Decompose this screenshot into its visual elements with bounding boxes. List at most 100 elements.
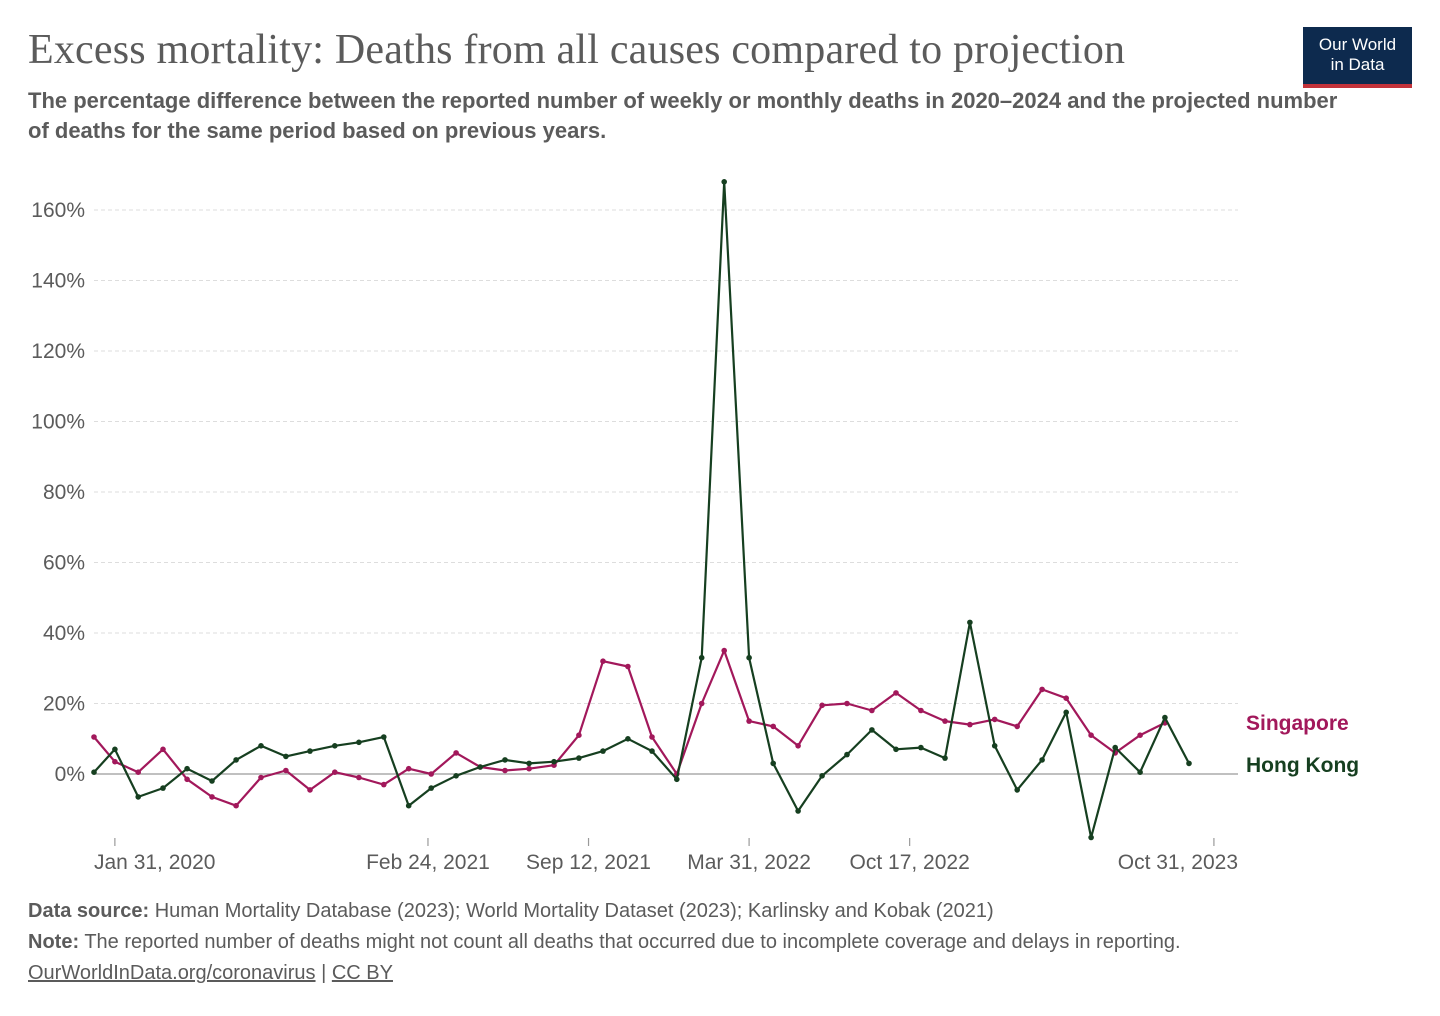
- singapore-point: [893, 690, 899, 696]
- hong-kong-point: [91, 769, 97, 775]
- hong-kong-point: [967, 619, 973, 626]
- x-tick-label: Oct 31, 2023: [1118, 851, 1238, 874]
- hong-kong-point: [428, 785, 435, 791]
- singapore-point: [698, 700, 705, 707]
- hong-kong-point: [649, 748, 655, 754]
- hong-kong-point: [453, 773, 459, 779]
- singapore-point: [428, 771, 435, 777]
- hong-kong-point: [332, 743, 338, 749]
- hong-kong-point: [135, 794, 141, 800]
- singapore-point: [918, 707, 924, 714]
- y-tick-label: 100%: [31, 411, 85, 434]
- chart-subtitle: The percentage difference between the re…: [28, 88, 1338, 143]
- note-label: Note:: [28, 931, 80, 953]
- hong-kong-point: [1137, 769, 1143, 775]
- hong-kong-point: [381, 734, 387, 740]
- line-chart: 0% 20% 40% 60% 80% 100% 120% 140% 160% Jan 31, 2…: [31, 179, 1359, 874]
- hong-kong-point: [1088, 834, 1094, 841]
- hong-kong-point: [526, 760, 532, 767]
- singapore-point: [135, 769, 141, 775]
- singapore-point: [283, 767, 289, 774]
- singapore-point: [405, 765, 412, 772]
- y-tick-label: 160%: [31, 199, 85, 222]
- singapore-line: [93, 649, 1166, 807]
- y-tick-label: 40%: [43, 622, 85, 645]
- hong-kong-point: [721, 179, 727, 185]
- hong-kong-point: [477, 764, 484, 770]
- hong-kong-point: [283, 753, 289, 760]
- hong-kong-point: [184, 765, 190, 772]
- hong-kong-point: [674, 776, 680, 783]
- owid-logo[interactable]: Our World in Data: [1303, 27, 1412, 88]
- hong-kong-point: [625, 736, 631, 742]
- y-tick-label: 20%: [43, 693, 85, 716]
- x-tick-label: Sep 12, 2021: [526, 851, 651, 874]
- singapore-point: [746, 718, 752, 724]
- license-link[interactable]: CC BY: [331, 962, 393, 984]
- singapore-label: Singapore: [1246, 712, 1349, 735]
- singapore-point: [1088, 732, 1094, 738]
- hong-kong-point: [258, 743, 264, 749]
- hong-kong-point: [405, 802, 412, 809]
- hong-kong-point: [502, 757, 508, 763]
- hong-kong-point: [770, 760, 776, 767]
- singapore-point: [209, 794, 215, 800]
- singapore-point: [1014, 723, 1020, 730]
- hong-kong-point: [160, 785, 166, 791]
- singapore-point: [869, 707, 875, 714]
- hong-kong-point: [1112, 744, 1118, 751]
- data-source: Data source: Human Mortality Database (2…: [28, 900, 994, 923]
- y-tick-label: 140%: [31, 270, 85, 293]
- series-labels: Singapore Hong Kong: [1246, 712, 1359, 777]
- singapore-point: [356, 774, 362, 781]
- singapore-point: [307, 787, 313, 793]
- singapore-point: [795, 743, 801, 749]
- hong-kong-point: [869, 727, 875, 733]
- source-label: Data source:: [28, 900, 150, 922]
- singapore-point: [91, 734, 97, 740]
- singapore-point: [770, 723, 776, 730]
- hong-kong-point: [918, 744, 924, 751]
- singapore-point: [160, 746, 166, 753]
- hong-kong-point: [233, 757, 239, 763]
- series-lines: [91, 179, 1192, 841]
- singapore-point: [502, 767, 508, 774]
- y-tick-label: 60%: [43, 552, 85, 575]
- note-text: The reported number of deaths might not …: [84, 931, 1181, 953]
- owid-coronavirus-link[interactable]: OurWorldInData.org/coronavirus: [28, 962, 316, 984]
- singapore-point: [184, 776, 190, 783]
- hong-kong-point: [112, 746, 118, 753]
- gridlines: [94, 209, 1238, 775]
- hong-kong-point: [600, 748, 606, 754]
- logo-line-2: in Data: [1330, 55, 1385, 74]
- x-tick-label: Oct 17, 2022: [850, 851, 970, 874]
- hong-kong-point: [844, 751, 850, 758]
- hong-kong-point: [576, 755, 582, 761]
- singapore-point: [1063, 695, 1069, 701]
- chart-title: Excess mortality: Deaths from all causes…: [28, 27, 1126, 73]
- y-tick-label: 0%: [55, 763, 85, 786]
- singapore-point: [844, 700, 850, 707]
- y-tick-label: 120%: [31, 340, 85, 363]
- singapore-point: [381, 781, 387, 788]
- singapore-point: [526, 765, 532, 772]
- logo-line-1: Our World: [1318, 35, 1397, 54]
- singapore-point: [967, 721, 973, 728]
- hong-kong-point: [795, 808, 801, 814]
- singapore-point: [258, 774, 264, 781]
- singapore-point: [112, 758, 118, 765]
- singapore-point: [819, 702, 825, 709]
- singapore-point: [332, 769, 338, 775]
- hong-kong-point: [1162, 714, 1168, 721]
- hong-kong-point: [356, 739, 362, 746]
- y-tick-label: 80%: [43, 481, 85, 504]
- singapore-point: [233, 802, 239, 809]
- x-tick-label: Jan 31, 2020: [94, 851, 215, 874]
- source-text: Human Mortality Database (2023); World M…: [154, 900, 994, 922]
- chart-note: Note: The reported number of deaths migh…: [28, 931, 1181, 954]
- hong-kong-label: Hong Kong: [1246, 754, 1359, 777]
- hong-kong-point: [698, 654, 705, 661]
- x-tick-label: Mar 31, 2022: [687, 851, 811, 874]
- singapore-point: [721, 647, 727, 654]
- hong-kong-point: [893, 746, 899, 753]
